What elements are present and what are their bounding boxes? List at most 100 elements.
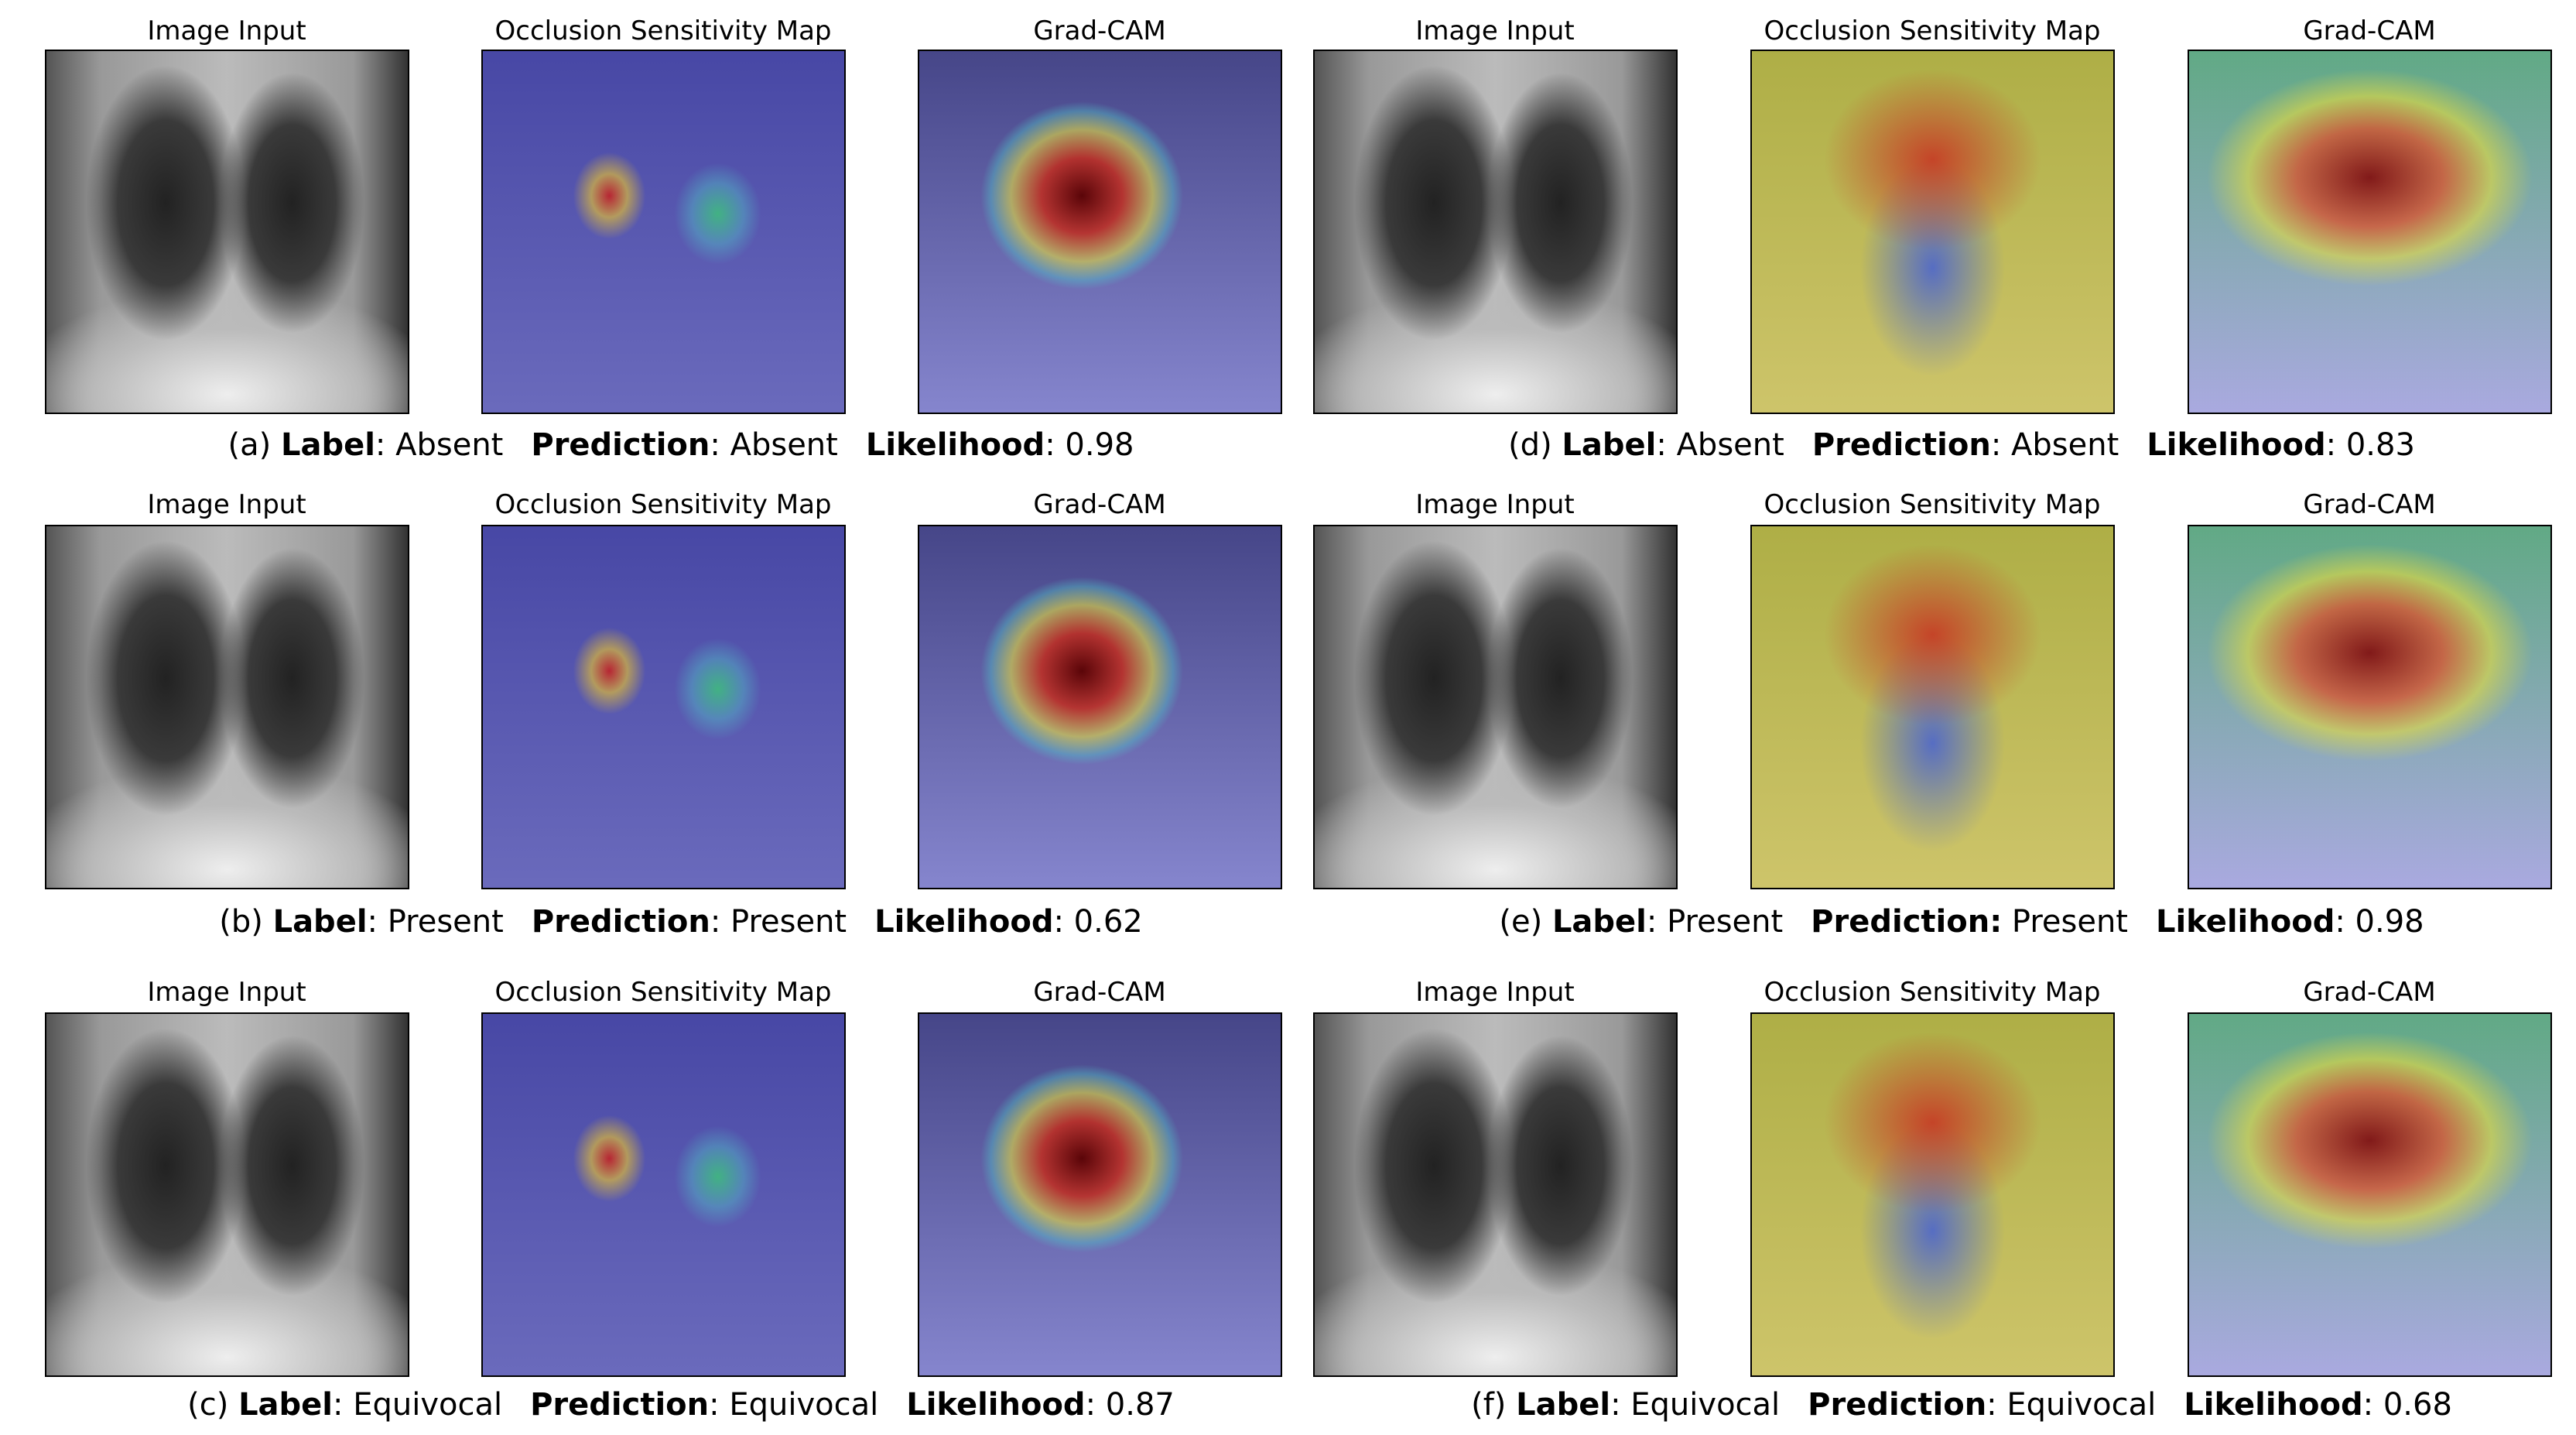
- separator: :: [1990, 427, 2002, 463]
- caption: (e) Label: Present Prediction: Present Lik…: [1381, 904, 2542, 940]
- xray-image: [918, 1012, 1282, 1377]
- label-key: Label: [1516, 1387, 1611, 1423]
- panel-tag: (a): [227, 427, 272, 463]
- image-title: Occlusion Sensitivity Map: [1764, 977, 2101, 1008]
- panel-tag: (d): [1508, 427, 1552, 463]
- image-title: Occlusion Sensitivity Map: [494, 15, 832, 46]
- label-field: Label: Present: [1552, 904, 1783, 940]
- image-title: Grad-CAM: [1033, 977, 1166, 1008]
- image-title: Occlusion Sensitivity Map: [1764, 15, 2101, 46]
- separator: :: [1045, 427, 1055, 463]
- likelihood-field: Likelihood: 0.98: [866, 427, 1134, 463]
- separator: :: [710, 427, 720, 463]
- prediction-value: Equivocal: [729, 1387, 879, 1423]
- panel-tag: (b): [219, 904, 263, 940]
- label-key: Label: [1551, 904, 1647, 940]
- label-value: Equivocal: [353, 1387, 503, 1423]
- caption: (d) Label: Absent Prediction: Absent Likel…: [1381, 427, 2542, 463]
- separator: :: [1085, 1387, 1096, 1423]
- label-value: Present: [1667, 904, 1784, 940]
- xray-image: [918, 525, 1282, 889]
- prediction-field: Prediction: Present: [1811, 904, 2128, 940]
- label-field: Label: Absent: [1562, 427, 1784, 463]
- caption: (c) Label: Equivocal Prediction: Equivoca…: [101, 1387, 1261, 1423]
- separator: :: [2335, 904, 2345, 940]
- image-title: Image Input: [1415, 15, 1575, 46]
- image-title: Occlusion Sensitivity Map: [1764, 489, 2101, 520]
- prediction-key: Prediction: [531, 427, 710, 463]
- likelihood-value: 0.98: [2355, 904, 2424, 940]
- caption: (b) Label: Present Prediction: Present Lik…: [101, 904, 1261, 940]
- prediction-field: Prediction: Absent: [1812, 427, 2119, 463]
- xray-image: [45, 525, 409, 889]
- image-title: Image Input: [147, 15, 306, 46]
- xray-image: [481, 1012, 846, 1377]
- image-title: Image Input: [147, 977, 306, 1008]
- image-title: Occlusion Sensitivity Map: [494, 977, 832, 1008]
- label-key: Label: [280, 427, 375, 463]
- xray-image: [45, 1012, 409, 1377]
- label-key: Label: [238, 1387, 334, 1423]
- label-value: Present: [387, 904, 504, 940]
- separator: :: [1610, 1387, 1621, 1423]
- panel-tag: (f): [1471, 1387, 1507, 1423]
- image-title: Image Input: [1415, 489, 1575, 520]
- xray-image: [481, 50, 846, 414]
- separator: :: [2362, 1387, 2374, 1423]
- likelihood-key: Likelihood: [906, 1387, 1086, 1423]
- label-key: Label: [272, 904, 368, 940]
- prediction-value: Present: [2011, 904, 2128, 940]
- image-title: Grad-CAM: [2303, 489, 2436, 520]
- label-value: Absent: [395, 427, 504, 463]
- likelihood-key: Likelihood: [874, 904, 1054, 940]
- prediction-value: Absent: [2011, 427, 2119, 463]
- separator: :: [375, 427, 386, 463]
- likelihood-field: Likelihood: 0.62: [874, 904, 1143, 940]
- xray-image: [2188, 1012, 2552, 1377]
- likelihood-value: 0.87: [1105, 1387, 1175, 1423]
- label-field: Label: Present: [273, 904, 504, 940]
- likelihood-field: Likelihood: 0.83: [2147, 427, 2415, 463]
- xray-image: [2188, 525, 2552, 889]
- prediction-key: Prediction:: [1811, 904, 2003, 940]
- xray-image: [1313, 525, 1678, 889]
- likelihood-field: Likelihood: 0.87: [906, 1387, 1175, 1423]
- separator: :: [367, 904, 378, 940]
- prediction-key: Prediction: [1811, 427, 1991, 463]
- prediction-value: Equivocal: [2006, 1387, 2157, 1423]
- likelihood-key: Likelihood: [2184, 1387, 2363, 1423]
- prediction-key: Prediction: [531, 904, 710, 940]
- xray-image: [1313, 50, 1678, 414]
- xray-image: [45, 50, 409, 414]
- xray-image: [1750, 1012, 2115, 1377]
- label-field: Label: Equivocal: [238, 1387, 502, 1423]
- prediction-field: Prediction: Equivocal: [1808, 1387, 2156, 1423]
- prediction-field: Prediction: Absent: [531, 427, 837, 463]
- prediction-value: Present: [730, 904, 847, 940]
- likelihood-key: Likelihood: [2155, 904, 2335, 940]
- likelihood-value: 0.83: [2345, 427, 2415, 463]
- prediction-key: Prediction: [530, 1387, 710, 1423]
- prediction-field: Prediction: Present: [532, 904, 847, 940]
- separator: :: [333, 1387, 344, 1423]
- prediction-value: Absent: [730, 427, 838, 463]
- image-title: Grad-CAM: [1033, 15, 1166, 46]
- xray-image: [481, 525, 846, 889]
- prediction-field: Prediction: Equivocal: [530, 1387, 878, 1423]
- panel-tag: (c): [187, 1387, 229, 1423]
- likelihood-field: Likelihood: 0.98: [2156, 904, 2424, 940]
- xray-image: [1313, 1012, 1678, 1377]
- xray-image: [918, 50, 1282, 414]
- likelihood-field: Likelihood: 0.68: [2184, 1387, 2452, 1423]
- caption: (a) Label: Absent Prediction: Absent Likel…: [101, 427, 1261, 463]
- panel-tag: (e): [1499, 904, 1543, 940]
- separator: :: [710, 904, 721, 940]
- image-title: Image Input: [1415, 977, 1575, 1008]
- separator: :: [709, 1387, 720, 1423]
- likelihood-value: 0.98: [1065, 427, 1134, 463]
- likelihood-value: 0.62: [1073, 904, 1143, 940]
- xray-image: [1750, 50, 2115, 414]
- label-value: Absent: [1676, 427, 1784, 463]
- label-key: Label: [1562, 427, 1657, 463]
